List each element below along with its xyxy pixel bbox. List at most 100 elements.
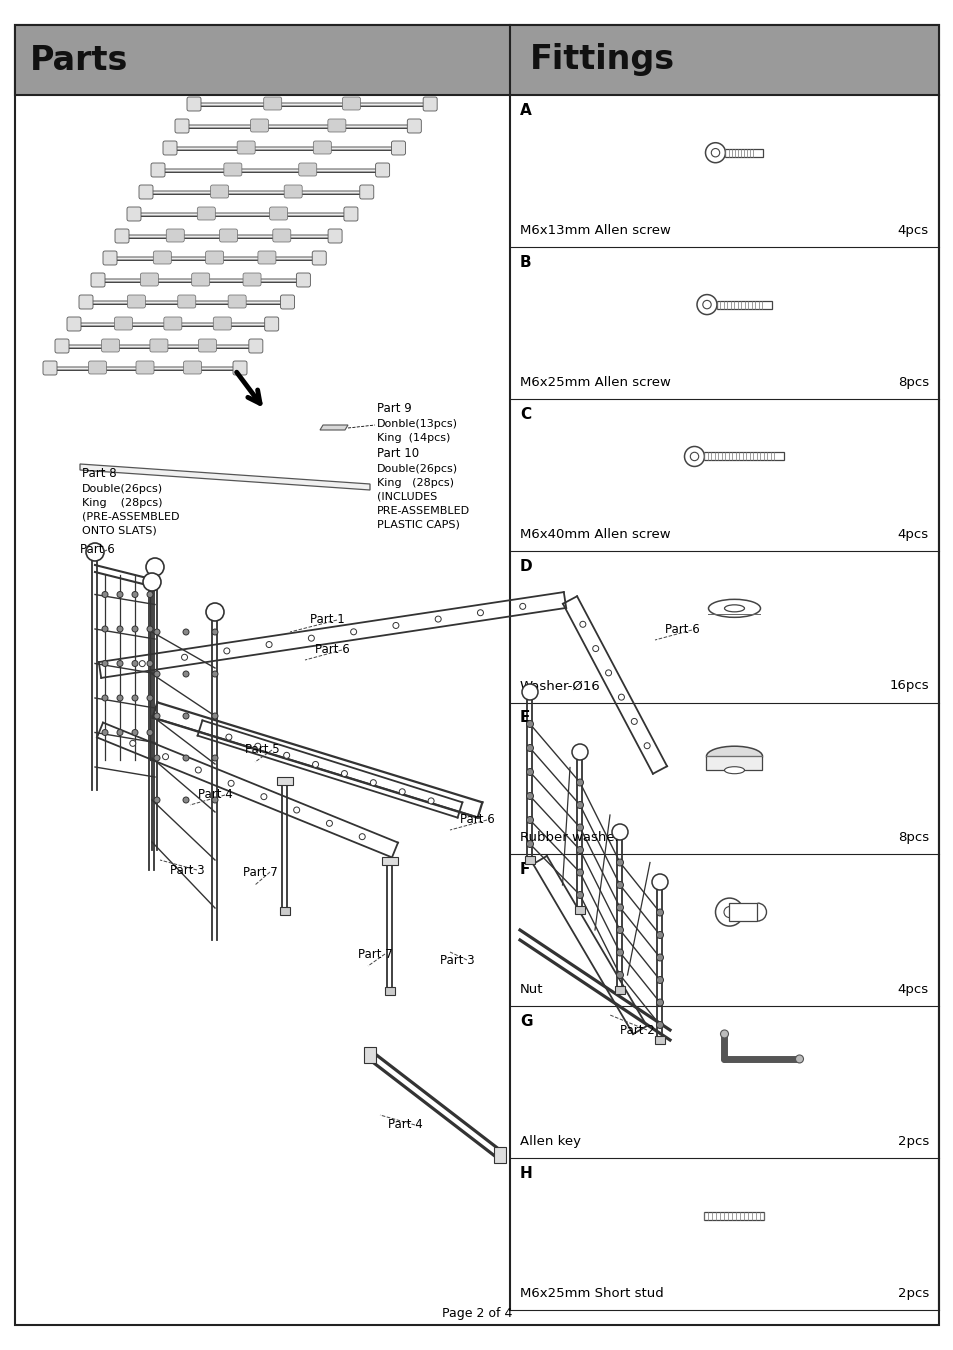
FancyBboxPatch shape bbox=[312, 251, 326, 265]
Circle shape bbox=[656, 909, 662, 917]
FancyBboxPatch shape bbox=[89, 360, 107, 374]
Text: 4pcs: 4pcs bbox=[897, 983, 928, 996]
Circle shape bbox=[183, 713, 189, 720]
Circle shape bbox=[526, 841, 533, 848]
FancyBboxPatch shape bbox=[206, 251, 223, 265]
FancyBboxPatch shape bbox=[298, 163, 316, 176]
Circle shape bbox=[435, 616, 440, 622]
Circle shape bbox=[162, 753, 169, 760]
Bar bbox=[385, 987, 395, 995]
FancyBboxPatch shape bbox=[407, 119, 421, 134]
Circle shape bbox=[711, 148, 719, 157]
Bar bbox=[717, 301, 771, 309]
Text: 8pcs: 8pcs bbox=[897, 832, 928, 844]
Text: Double(26pcs): Double(26pcs) bbox=[376, 464, 457, 474]
Circle shape bbox=[656, 999, 662, 1006]
Text: 4pcs: 4pcs bbox=[897, 224, 928, 236]
Bar bbox=[280, 907, 290, 915]
Polygon shape bbox=[146, 190, 373, 194]
Circle shape bbox=[370, 780, 375, 786]
FancyBboxPatch shape bbox=[228, 296, 246, 308]
FancyBboxPatch shape bbox=[280, 296, 294, 309]
Circle shape bbox=[616, 904, 623, 911]
Circle shape bbox=[153, 755, 160, 761]
Text: Part 1: Part 1 bbox=[310, 613, 344, 626]
FancyBboxPatch shape bbox=[313, 140, 331, 154]
Text: 2pcs: 2pcs bbox=[897, 1287, 928, 1300]
Circle shape bbox=[656, 954, 662, 961]
FancyBboxPatch shape bbox=[151, 163, 165, 177]
Text: Part 10: Part 10 bbox=[376, 447, 418, 460]
FancyBboxPatch shape bbox=[198, 339, 216, 352]
Circle shape bbox=[153, 713, 160, 720]
Circle shape bbox=[153, 671, 160, 676]
Bar bbox=[381, 857, 397, 865]
Bar bbox=[494, 1148, 505, 1162]
Text: Part 6: Part 6 bbox=[80, 544, 114, 556]
Text: (PRE-ASSEMBLED: (PRE-ASSEMBLED bbox=[82, 512, 179, 522]
Circle shape bbox=[283, 752, 290, 759]
Circle shape bbox=[351, 629, 356, 634]
FancyBboxPatch shape bbox=[375, 163, 389, 177]
Bar bbox=[615, 986, 624, 994]
FancyBboxPatch shape bbox=[328, 119, 346, 132]
Text: Parts: Parts bbox=[30, 43, 129, 77]
FancyBboxPatch shape bbox=[166, 230, 184, 242]
Circle shape bbox=[720, 1030, 728, 1038]
Polygon shape bbox=[50, 367, 246, 370]
Circle shape bbox=[139, 660, 145, 667]
Bar bbox=[15, 26, 938, 94]
Circle shape bbox=[795, 1054, 802, 1062]
Text: 16pcs: 16pcs bbox=[888, 679, 928, 693]
Circle shape bbox=[212, 755, 218, 761]
Circle shape bbox=[212, 629, 218, 634]
FancyBboxPatch shape bbox=[187, 97, 201, 111]
Text: Part 6: Part 6 bbox=[459, 814, 495, 826]
FancyBboxPatch shape bbox=[127, 207, 141, 221]
Circle shape bbox=[576, 802, 583, 809]
Text: Part 5: Part 5 bbox=[245, 744, 279, 756]
FancyBboxPatch shape bbox=[197, 207, 215, 220]
FancyBboxPatch shape bbox=[103, 251, 117, 265]
Circle shape bbox=[294, 807, 299, 813]
Bar bbox=[364, 1048, 375, 1062]
Text: (INCLUDES: (INCLUDES bbox=[376, 491, 436, 502]
Text: 2pcs: 2pcs bbox=[897, 1135, 928, 1148]
Text: Part 8: Part 8 bbox=[82, 467, 116, 481]
Text: B: B bbox=[519, 255, 531, 270]
FancyBboxPatch shape bbox=[150, 339, 168, 352]
FancyBboxPatch shape bbox=[139, 185, 152, 198]
Circle shape bbox=[228, 780, 233, 786]
Circle shape bbox=[102, 626, 108, 632]
Circle shape bbox=[130, 740, 135, 747]
Polygon shape bbox=[110, 256, 325, 261]
FancyBboxPatch shape bbox=[284, 185, 302, 198]
FancyBboxPatch shape bbox=[264, 317, 278, 331]
FancyBboxPatch shape bbox=[163, 140, 177, 155]
Circle shape bbox=[224, 648, 230, 653]
Circle shape bbox=[697, 294, 717, 315]
FancyBboxPatch shape bbox=[391, 140, 405, 155]
FancyBboxPatch shape bbox=[177, 296, 195, 308]
Circle shape bbox=[398, 788, 405, 795]
Text: ONTO SLATS): ONTO SLATS) bbox=[82, 526, 156, 536]
Bar bbox=[655, 1035, 664, 1044]
Text: C: C bbox=[519, 406, 531, 421]
FancyBboxPatch shape bbox=[257, 251, 275, 265]
Text: E: E bbox=[519, 710, 530, 725]
Circle shape bbox=[147, 695, 152, 701]
Circle shape bbox=[616, 859, 623, 865]
FancyBboxPatch shape bbox=[328, 230, 342, 243]
Circle shape bbox=[616, 926, 623, 933]
Text: Washer-Ø16: Washer-Ø16 bbox=[519, 679, 600, 693]
Circle shape bbox=[705, 143, 724, 163]
Circle shape bbox=[117, 626, 123, 632]
Circle shape bbox=[526, 792, 533, 799]
Circle shape bbox=[117, 660, 123, 667]
Text: 8pcs: 8pcs bbox=[897, 375, 928, 389]
Text: Part 2: Part 2 bbox=[619, 1023, 654, 1037]
Circle shape bbox=[651, 873, 667, 890]
Circle shape bbox=[212, 671, 218, 676]
Polygon shape bbox=[158, 169, 388, 171]
Circle shape bbox=[643, 743, 649, 749]
